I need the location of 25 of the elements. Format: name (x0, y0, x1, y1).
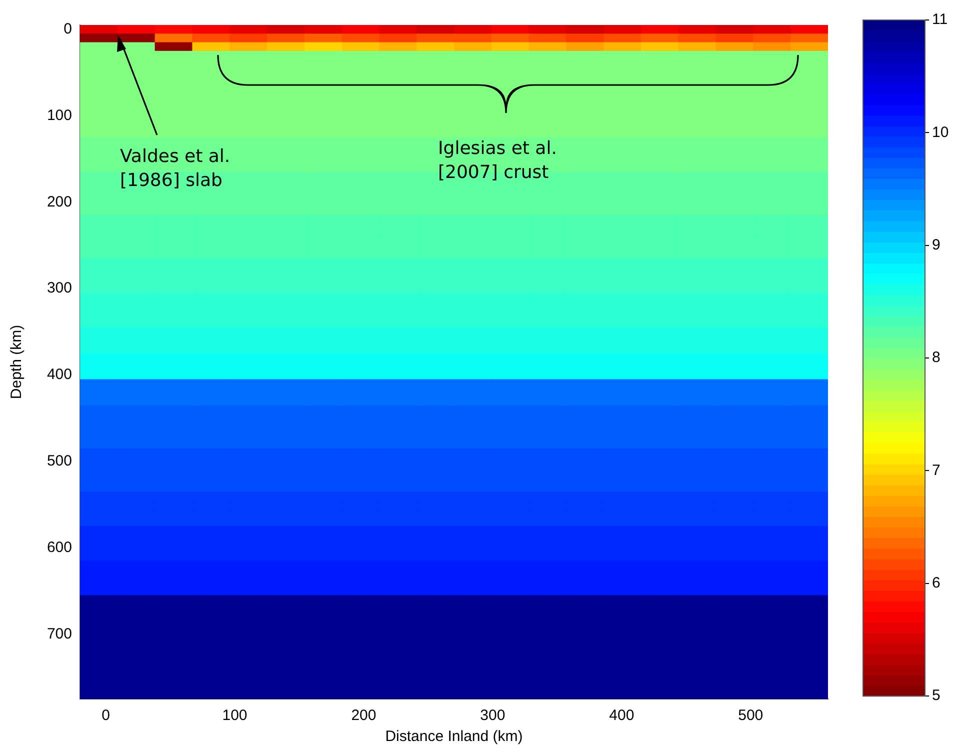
x-tick-label: 200 (351, 707, 376, 724)
y-tick-label: 300 (46, 280, 72, 297)
color-bar-label: 11 (932, 11, 948, 28)
color-bar-label: 10 (932, 124, 949, 141)
color-bar-label: 7 (932, 462, 940, 479)
x-tick-label: 400 (609, 707, 634, 724)
y-tick-label: 0 (64, 20, 72, 38)
annotation: Valdes et al. [1986] slab (120, 145, 232, 193)
color-bar-label: 9 (932, 236, 940, 254)
y-tick-label: 600 (46, 538, 72, 556)
y-tick-label: 400 (46, 366, 72, 384)
y-tick-label: 700 (46, 625, 72, 642)
y-tick-label: 500 (46, 452, 72, 470)
x-tick-label: 0 (102, 707, 110, 724)
y-axis-title: Depth (km) (8, 324, 26, 400)
color-bar-label: 8 (932, 349, 940, 366)
color-bar-label: 5 (932, 687, 940, 704)
x-tick-label: 500 (738, 707, 764, 724)
x-tick-label: 300 (480, 707, 506, 724)
y-tick-label: 100 (46, 106, 72, 124)
x-axis-title: Distance Inland (km) (385, 728, 523, 746)
annotation: Iglesias et al. [2007] crust (438, 137, 558, 185)
y-tick-label: 200 (46, 193, 72, 210)
x-tick-label: 100 (222, 707, 248, 724)
color-bar-label: 6 (932, 574, 940, 592)
